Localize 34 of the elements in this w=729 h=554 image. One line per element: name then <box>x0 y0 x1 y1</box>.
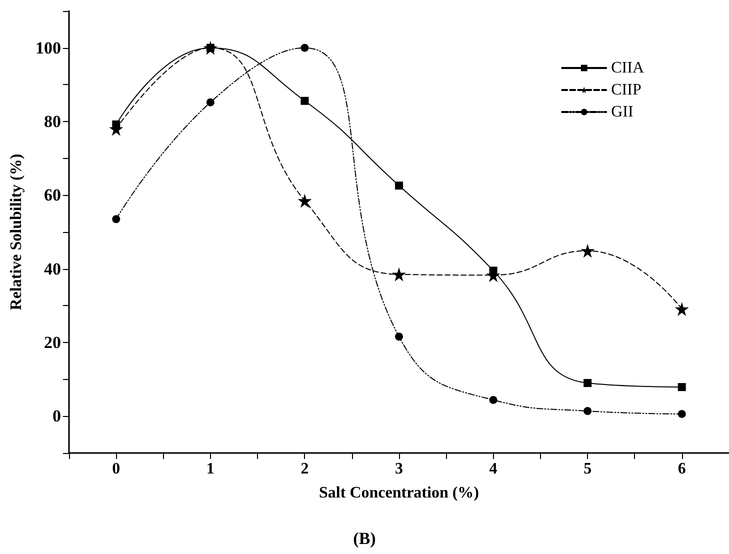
point <box>112 215 120 224</box>
y-tick-label: 0 <box>52 406 61 426</box>
text: (B) <box>353 529 376 548</box>
x-tick-label: 1 <box>206 460 214 478</box>
point <box>395 182 403 190</box>
point <box>206 98 214 106</box>
y-axis-title: Relative Solubility (%) <box>8 154 26 310</box>
legend-label: CIIP <box>611 82 642 98</box>
y-tick-label: 100 <box>36 38 61 58</box>
point <box>298 194 312 208</box>
x-tick-label: 6 <box>678 460 686 478</box>
x-tick-label: 3 <box>395 460 403 478</box>
x-tick-label: 5 <box>584 460 592 478</box>
point <box>489 396 498 404</box>
y-tick-label: 20 <box>44 333 61 352</box>
x-tick-label: 2 <box>300 460 309 478</box>
point <box>674 302 689 316</box>
point <box>678 383 686 392</box>
point <box>584 407 592 416</box>
legend-label: GII <box>611 104 634 120</box>
legend-label: CIIA <box>611 60 644 76</box>
x-axis-title: Salt Concentration (%) <box>319 484 479 502</box>
point <box>300 44 309 52</box>
y-tick-label: 40 <box>44 259 61 278</box>
point <box>395 332 403 341</box>
x-tick-label: 4 <box>489 460 498 478</box>
point <box>392 267 406 282</box>
y-tick-label: 80 <box>44 112 61 131</box>
point <box>580 244 595 258</box>
y-tick-label: 60 <box>44 186 61 205</box>
x-tick-label: 0 <box>112 460 120 478</box>
point <box>300 96 309 105</box>
point <box>678 410 686 418</box>
point <box>584 379 592 388</box>
